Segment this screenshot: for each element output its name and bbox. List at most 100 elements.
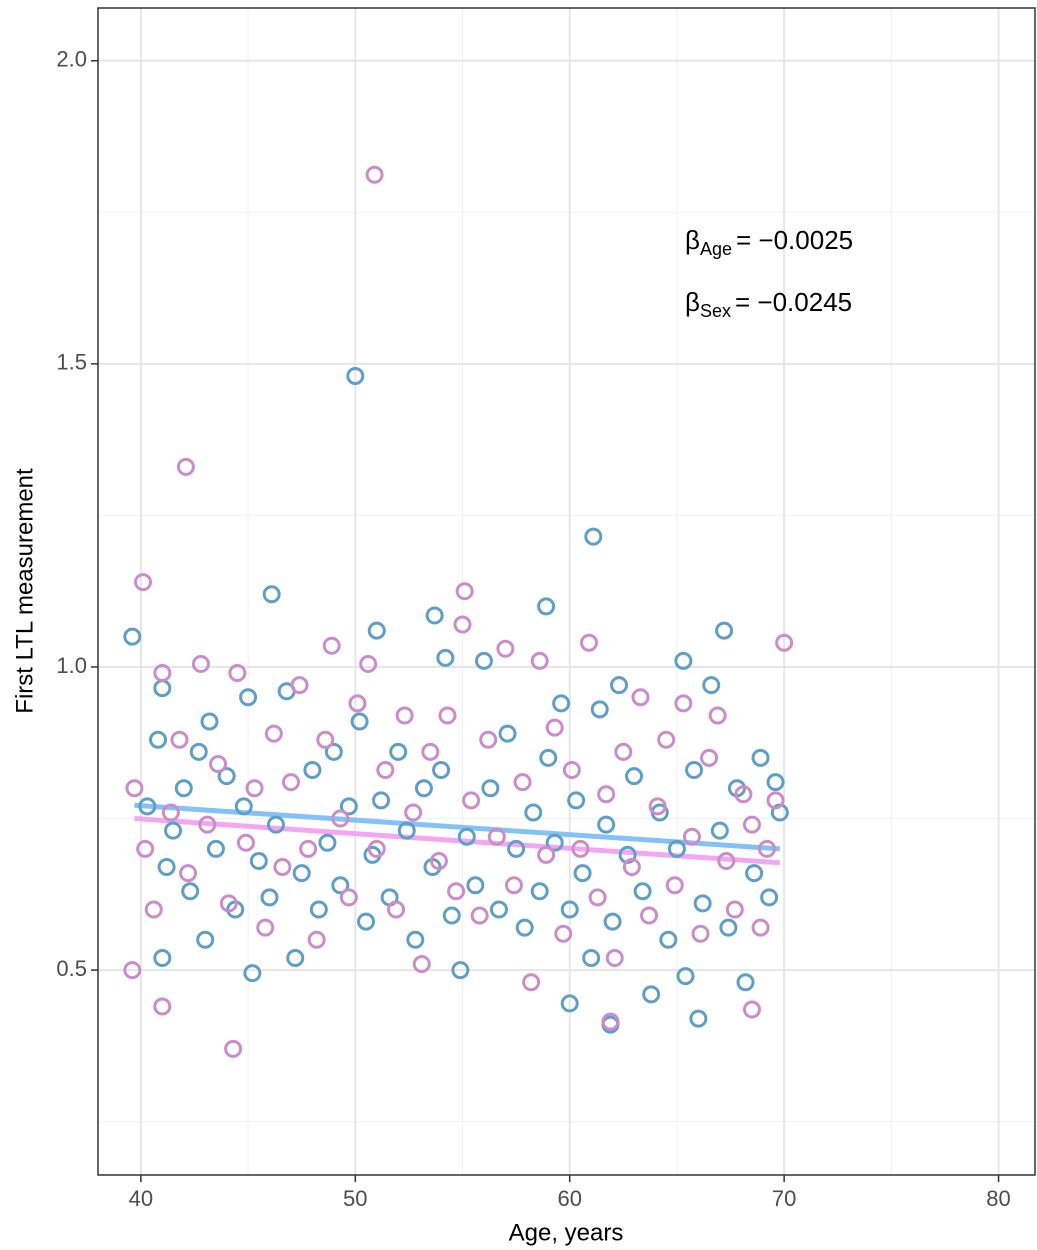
- x-tick-label: 70: [772, 1186, 796, 1211]
- point: [273, 858, 292, 877]
- point: [228, 664, 247, 683]
- point: [447, 882, 466, 901]
- point: [365, 165, 384, 184]
- point: [307, 930, 326, 949]
- x-tick-label: 50: [343, 1186, 367, 1211]
- point: [725, 900, 744, 919]
- point: [262, 585, 281, 604]
- point: [562, 761, 581, 780]
- annotation-text: = −0.0025: [736, 225, 853, 255]
- point: [339, 797, 358, 816]
- point: [318, 833, 337, 852]
- point: [153, 997, 172, 1016]
- point: [219, 894, 238, 913]
- point: [545, 718, 564, 737]
- point: [281, 773, 300, 792]
- point: [614, 742, 633, 761]
- annotation-text: = −0.0245: [735, 287, 852, 317]
- point: [236, 833, 255, 852]
- y-tick-label: 0.5: [56, 956, 87, 981]
- point: [742, 1000, 761, 1019]
- annotation-symbol: β: [685, 225, 700, 255]
- point: [554, 924, 573, 943]
- point: [736, 973, 755, 992]
- point: [487, 827, 506, 846]
- point: [438, 706, 457, 725]
- point: [745, 864, 764, 883]
- point: [552, 694, 571, 713]
- point: [742, 815, 761, 834]
- point: [174, 779, 193, 798]
- point: [359, 654, 378, 673]
- point: [397, 821, 416, 840]
- point: [674, 694, 693, 713]
- point: [404, 803, 423, 822]
- point: [539, 748, 558, 767]
- point: [622, 858, 641, 877]
- point: [239, 688, 258, 707]
- x-axis-title: Age, years: [509, 1219, 624, 1246]
- point: [751, 918, 770, 937]
- point: [710, 821, 729, 840]
- point: [266, 815, 285, 834]
- point: [582, 948, 601, 967]
- point: [286, 948, 305, 967]
- point: [414, 779, 433, 798]
- point: [243, 964, 262, 983]
- point: [715, 621, 734, 640]
- point: [357, 912, 376, 931]
- point: [691, 924, 710, 943]
- point: [580, 633, 599, 652]
- point: [389, 742, 408, 761]
- point: [657, 730, 676, 749]
- point: [198, 815, 217, 834]
- point: [455, 582, 474, 601]
- point: [633, 882, 652, 901]
- point: [642, 985, 661, 1004]
- point: [719, 918, 738, 937]
- point: [659, 930, 678, 949]
- point: [260, 888, 279, 907]
- point: [466, 876, 485, 895]
- point: [367, 839, 386, 858]
- point: [179, 864, 198, 883]
- point: [524, 803, 543, 822]
- point: [573, 864, 592, 883]
- point: [496, 639, 515, 658]
- point: [149, 730, 168, 749]
- point: [436, 648, 455, 667]
- point: [717, 851, 736, 870]
- point: [309, 900, 328, 919]
- point: [181, 882, 200, 901]
- point: [682, 827, 701, 846]
- point: [708, 706, 727, 725]
- point: [530, 882, 549, 901]
- point: [429, 851, 448, 870]
- point: [324, 742, 343, 761]
- point: [625, 767, 644, 786]
- point: [249, 851, 268, 870]
- point: [676, 967, 695, 986]
- point: [451, 961, 470, 980]
- point: [442, 906, 461, 925]
- point: [350, 712, 369, 731]
- point: [693, 894, 712, 913]
- annotation: βAge = −0.0025: [685, 225, 853, 259]
- annotation-subscript: Age: [700, 239, 732, 259]
- point: [702, 676, 721, 695]
- point: [316, 730, 335, 749]
- point: [339, 888, 358, 907]
- point: [470, 906, 489, 925]
- point: [348, 694, 367, 713]
- point: [209, 754, 228, 773]
- point: [757, 839, 776, 858]
- point: [760, 888, 779, 907]
- point: [346, 366, 365, 385]
- point: [134, 573, 153, 592]
- point: [584, 527, 603, 546]
- point: [734, 785, 753, 804]
- point: [597, 815, 616, 834]
- point: [462, 791, 481, 810]
- x-tick-label: 80: [986, 1186, 1010, 1211]
